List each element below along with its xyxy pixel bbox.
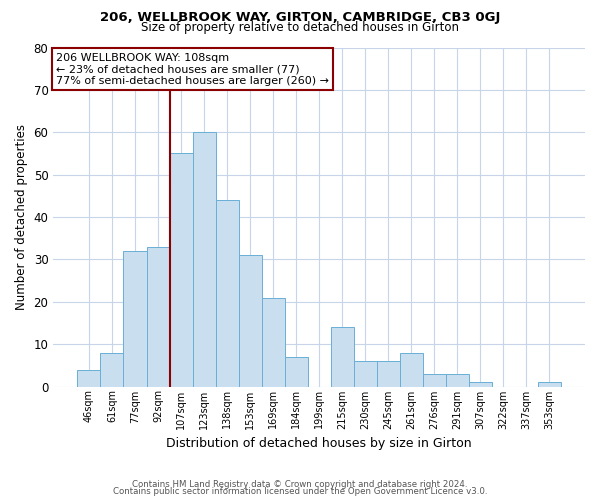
Bar xyxy=(353,361,377,386)
Bar xyxy=(193,132,215,386)
Bar xyxy=(170,154,193,386)
Bar xyxy=(331,327,353,386)
Bar xyxy=(423,374,446,386)
Bar xyxy=(262,298,284,386)
Bar xyxy=(215,200,239,386)
Bar xyxy=(400,352,423,386)
Text: Contains HM Land Registry data © Crown copyright and database right 2024.: Contains HM Land Registry data © Crown c… xyxy=(132,480,468,489)
Text: Contains public sector information licensed under the Open Government Licence v3: Contains public sector information licen… xyxy=(113,487,487,496)
Bar xyxy=(469,382,492,386)
Bar xyxy=(239,255,262,386)
Bar xyxy=(77,370,100,386)
Bar xyxy=(146,246,170,386)
Bar xyxy=(377,361,400,386)
Bar xyxy=(446,374,469,386)
Text: 206 WELLBROOK WAY: 108sqm
← 23% of detached houses are smaller (77)
77% of semi-: 206 WELLBROOK WAY: 108sqm ← 23% of detac… xyxy=(56,52,329,86)
Bar xyxy=(284,357,308,386)
Bar xyxy=(100,352,124,386)
X-axis label: Distribution of detached houses by size in Girton: Distribution of detached houses by size … xyxy=(166,437,472,450)
Text: Size of property relative to detached houses in Girton: Size of property relative to detached ho… xyxy=(141,21,459,34)
Y-axis label: Number of detached properties: Number of detached properties xyxy=(15,124,28,310)
Bar xyxy=(538,382,561,386)
Text: 206, WELLBROOK WAY, GIRTON, CAMBRIDGE, CB3 0GJ: 206, WELLBROOK WAY, GIRTON, CAMBRIDGE, C… xyxy=(100,11,500,24)
Bar xyxy=(124,251,146,386)
